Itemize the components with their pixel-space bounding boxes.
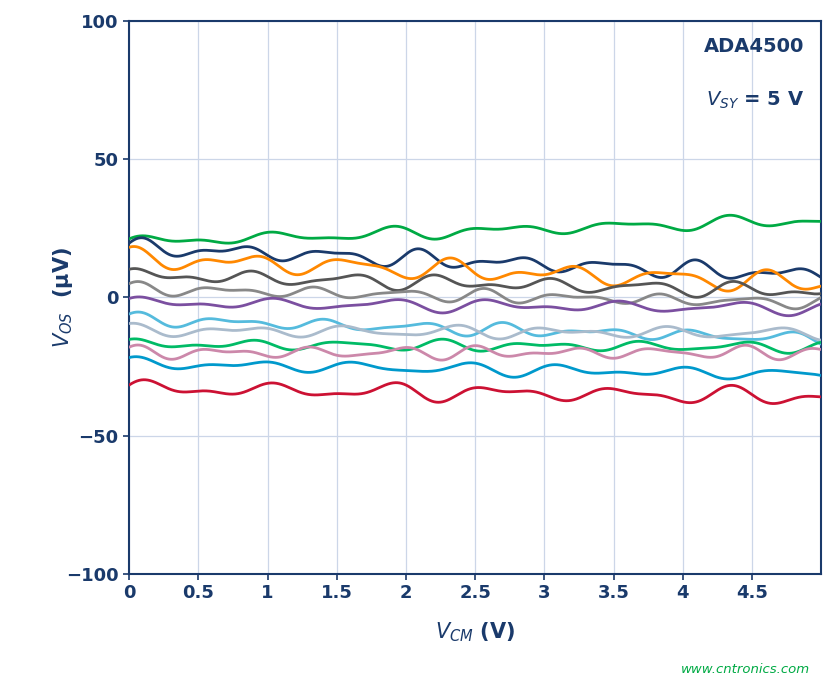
Text: www.cntronics.com: www.cntronics.com (681, 663, 810, 676)
Text: $V_{SY}$ = 5 V: $V_{SY}$ = 5 V (706, 90, 804, 111)
Text: $V_{OS}$  (μV): $V_{OS}$ (μV) (52, 247, 75, 348)
Text: $V_{CM}$ (V): $V_{CM}$ (V) (435, 621, 515, 644)
Text: ADA4500: ADA4500 (703, 37, 804, 57)
